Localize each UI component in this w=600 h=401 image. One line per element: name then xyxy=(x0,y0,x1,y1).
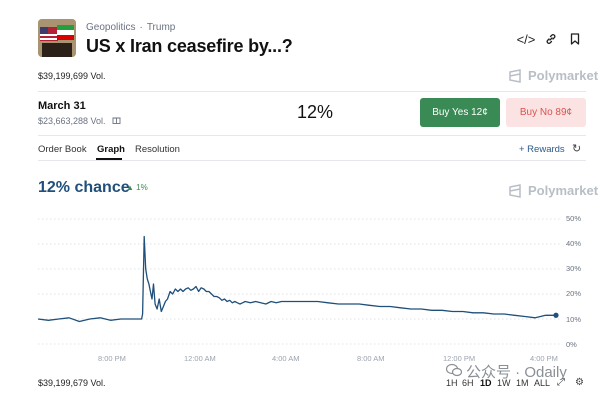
y-tick-label: 20% xyxy=(566,289,582,298)
breadcrumb-subcategory[interactable]: Trump xyxy=(146,22,176,33)
bookmark-icon[interactable] xyxy=(565,29,585,49)
range-6h[interactable]: 6H xyxy=(462,378,474,388)
settings-icon[interactable]: ⚙ xyxy=(575,377,584,388)
outcome-date: March 31 xyxy=(38,100,86,112)
y-tick-label: 30% xyxy=(566,264,582,273)
divider xyxy=(38,135,586,136)
wechat-icon xyxy=(445,363,463,381)
x-tick-label: 8:00 PM xyxy=(98,354,126,363)
breadcrumb-category[interactable]: Geopolitics xyxy=(86,22,136,33)
watermark: 公众号 · Odaily xyxy=(445,361,567,382)
buy-no-button[interactable]: Buy No 89¢ xyxy=(506,98,586,127)
tab-resolution[interactable]: Resolution xyxy=(135,144,180,155)
link-icon[interactable] xyxy=(541,29,561,49)
divider xyxy=(38,91,586,92)
polymarket-icon xyxy=(509,183,521,198)
range-1d[interactable]: 1D xyxy=(480,378,492,388)
outcome-volume-text: $23,663,288 Vol. xyxy=(38,116,106,126)
breadcrumb-separator: · xyxy=(139,22,143,33)
x-tick-label: 4:00 AM xyxy=(272,354,300,363)
active-tab-indicator xyxy=(96,158,122,160)
breadcrumb: Geopolitics · Trump xyxy=(86,22,175,33)
range-all[interactable]: ALL xyxy=(534,378,551,388)
x-tick-label: 8:00 AM xyxy=(357,354,385,363)
range-1h[interactable]: 1H xyxy=(446,378,458,388)
tab-order-book[interactable]: Order Book xyxy=(38,144,87,155)
market-title: US x Iran ceasefire by...? xyxy=(86,36,293,56)
range-1w[interactable]: 1W xyxy=(497,378,511,388)
y-tick-label: 0% xyxy=(566,340,577,349)
divider xyxy=(38,160,586,161)
market-thumbnail xyxy=(38,19,76,57)
rewards-link[interactable]: + Rewards xyxy=(519,144,565,155)
chance-delta: ▲ 1% xyxy=(126,183,148,192)
series-line xyxy=(37,235,556,323)
embed-icon[interactable]: </> xyxy=(516,31,536,47)
y-tick-label: 50% xyxy=(566,214,582,223)
polymarket-icon xyxy=(509,68,521,83)
y-tick-label: 10% xyxy=(566,315,582,324)
gift-icon xyxy=(112,116,121,126)
total-volume: $39,199,699 Vol. xyxy=(38,71,106,81)
watermark-text: 公众号 · Odaily xyxy=(466,364,567,381)
polymarket-name: Polymarket xyxy=(528,183,599,198)
x-tick-label: 12:00 PM xyxy=(443,354,476,363)
chance-value: 12% chance xyxy=(38,179,130,196)
current-point-marker xyxy=(553,312,559,318)
tab-graph[interactable]: Graph xyxy=(97,144,125,155)
buy-yes-button[interactable]: Buy Yes 12¢ xyxy=(420,98,500,127)
flags-thumbnail-icon xyxy=(38,19,76,57)
refresh-icon[interactable]: ↻ xyxy=(572,143,582,155)
outcome-volume: $23,663,288 Vol. xyxy=(38,115,121,126)
outcome-percent: 12% xyxy=(297,102,334,122)
polymarket-logo-chart: Polymarket xyxy=(508,183,598,198)
x-tick-label: 4:00 PM xyxy=(530,354,558,363)
range-1m[interactable]: 1M xyxy=(516,378,529,388)
x-tick-label: 12:00 AM xyxy=(184,354,216,363)
footer-volume: $39,199,679 Vol. xyxy=(38,378,106,388)
polymarket-name: Polymarket xyxy=(528,68,599,83)
polymarket-logo: Polymarket xyxy=(508,68,598,83)
expand-icon[interactable]: ⤢ xyxy=(557,377,565,388)
y-tick-label: 40% xyxy=(566,239,582,248)
